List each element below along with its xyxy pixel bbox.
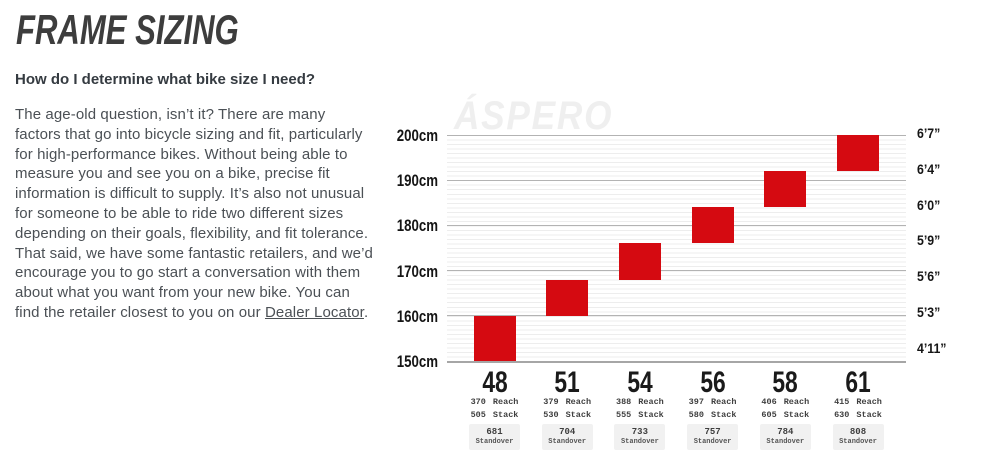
gridline-160cm <box>447 315 906 317</box>
gridline-180cm <box>447 224 906 226</box>
y-axis-right-label-6: 4’11” <box>917 339 947 356</box>
reach-spec-51: 379 Reach <box>522 397 612 407</box>
reach-label: Reach <box>565 397 592 407</box>
stack-value: 530 <box>543 410 559 420</box>
reach-value: 397 <box>688 397 704 407</box>
standover-label: Standover <box>620 438 659 446</box>
reach-spec-54: 388 Reach <box>595 397 685 407</box>
standover-box-61: 808 Standover <box>832 424 884 450</box>
gridline-170cm <box>447 270 906 272</box>
gridline-150cm <box>447 360 906 363</box>
size-label-48: 48 <box>481 366 508 399</box>
stack-spec-54: 555 Stack <box>595 410 685 420</box>
y-axis-right-label-1: 6’4” <box>917 160 941 177</box>
stack-label: Stack <box>638 410 664 420</box>
reach-spec-58: 406 Reach <box>740 397 830 407</box>
stack-value: 505 <box>470 410 486 420</box>
stack-spec-61: 630 Stack <box>813 410 903 420</box>
reach-label: Reach <box>492 397 519 407</box>
chart-plot-area <box>447 135 906 361</box>
y-axis-label-170cm: 170cm <box>396 261 438 281</box>
size-bar-56 <box>691 207 734 244</box>
size-bar-48 <box>473 315 516 361</box>
gridline-190cm <box>447 179 906 181</box>
y-axis-label-160cm: 160cm <box>396 306 438 326</box>
y-axis-right-label-4: 5’6” <box>917 268 941 285</box>
standover-value: 681 <box>486 427 503 437</box>
stack-label: Stack <box>783 410 810 420</box>
y-axis-label-190cm: 190cm <box>396 171 438 191</box>
intro-paragraph: The age-old question, isn’t it? There ar… <box>15 105 375 323</box>
stack-label: Stack <box>565 410 592 420</box>
standover-value: 733 <box>631 427 648 437</box>
y-axis-right-label-2: 6’0” <box>917 196 941 213</box>
size-bar-51 <box>546 279 589 316</box>
size-bar-58 <box>764 171 807 208</box>
standover-box-56: 757 Standover <box>687 424 739 450</box>
size-label-56: 56 <box>699 366 726 399</box>
reach-spec-48: 370 Reach <box>450 397 540 407</box>
standover-label: Standover <box>766 438 805 446</box>
standover-label: Standover <box>475 438 514 446</box>
standover-label: Standover <box>839 438 877 446</box>
stack-spec-56: 580 Stack <box>668 410 758 420</box>
y-axis-right-label-3: 5’9” <box>917 232 941 249</box>
stack-label: Stack <box>710 410 737 420</box>
standover-value: 757 <box>704 427 721 437</box>
size-bar-54 <box>618 243 661 280</box>
reach-value: 406 <box>761 397 777 407</box>
size-label-54: 54 <box>627 366 653 399</box>
stack-label: Stack <box>492 410 519 420</box>
reach-label: Reach <box>710 397 737 407</box>
reach-value: 379 <box>543 397 559 407</box>
reach-label: Reach <box>856 397 882 407</box>
y-axis-right-label-0: 6’7” <box>917 125 941 141</box>
stack-spec-48: 505 Stack <box>450 410 540 420</box>
standover-box-48: 681 Standover <box>469 424 520 450</box>
reach-value: 370 <box>470 397 486 407</box>
reach-spec-56: 397 Reach <box>668 397 758 407</box>
standover-label: Standover <box>693 438 732 446</box>
reach-label: Reach <box>783 397 810 407</box>
stack-spec-51: 530 Stack <box>522 410 612 420</box>
intro-question: How do I determine what bike size I need… <box>15 71 316 88</box>
size-label-61: 61 <box>845 366 871 399</box>
stack-value: 605 <box>761 410 777 420</box>
gridline-200cm <box>447 134 906 136</box>
standover-box-51: 704 Standover <box>541 424 593 450</box>
stack-label: Stack <box>856 410 882 420</box>
standover-value: 808 <box>849 427 867 437</box>
standover-box-58: 784 Standover <box>759 424 811 450</box>
size-label-51: 51 <box>554 366 580 399</box>
chart-watermark: ÁSPERO <box>454 94 614 138</box>
reach-spec-61: 415 Reach <box>813 397 903 407</box>
paragraph-period: . <box>363 303 369 321</box>
stack-spec-58: 605 Stack <box>740 410 830 420</box>
page-title: FRAME SIZING <box>16 6 239 53</box>
reach-value: 415 <box>834 397 850 407</box>
standover-box-54: 733 Standover <box>614 424 666 450</box>
stack-value: 580 <box>688 410 704 420</box>
reach-value: 388 <box>615 397 632 407</box>
paragraph-text: The age-old question, isn’t it? There ar… <box>15 106 373 321</box>
standover-value: 784 <box>777 427 794 437</box>
size-bar-61 <box>837 135 879 172</box>
stack-value: 555 <box>615 410 632 420</box>
y-axis-right-label-5: 5’3” <box>917 304 941 321</box>
y-axis-label-200cm: 200cm <box>396 126 438 145</box>
stack-value: 630 <box>834 410 850 420</box>
size-label-58: 58 <box>772 366 798 399</box>
y-axis-label-150cm: 150cm <box>396 352 438 371</box>
y-axis-label-180cm: 180cm <box>396 216 438 236</box>
reach-label: Reach <box>638 397 664 407</box>
dealer-locator-link[interactable]: Dealer Locator <box>264 303 364 321</box>
standover-value: 704 <box>559 427 576 437</box>
standover-label: Standover <box>548 438 587 446</box>
